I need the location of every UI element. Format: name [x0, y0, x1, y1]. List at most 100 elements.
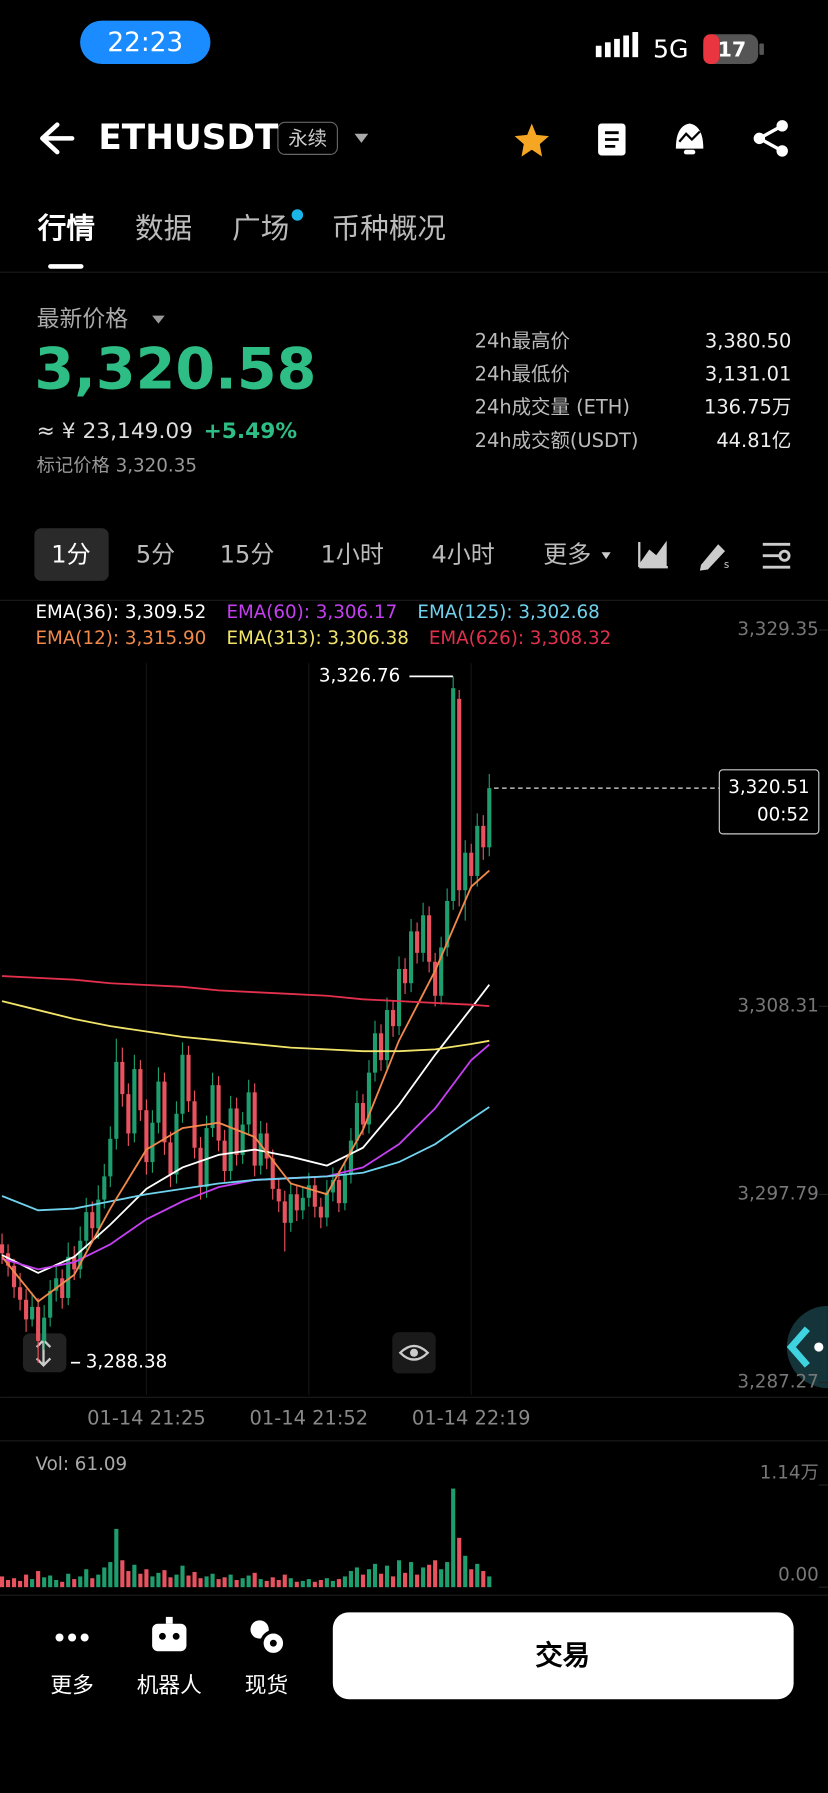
- last-price-label: 3,320.51: [728, 777, 809, 798]
- x-tick-label: 01-14 21:52: [250, 1407, 369, 1430]
- stat-label: 24h成交额(USDT): [475, 429, 639, 452]
- contract-type: 永续: [288, 127, 327, 150]
- volume-bar: [306, 1579, 311, 1588]
- candle-body: [246, 1092, 251, 1125]
- candle-body: [12, 1265, 17, 1288]
- legend-entry: EMA(36): 3,309.52: [36, 602, 207, 623]
- spot-icon[interactable]: [250, 1620, 287, 1657]
- candle-body: [144, 1110, 149, 1163]
- interval[interactable]: 1小时: [321, 541, 384, 569]
- trade-label[interactable]: 交易: [535, 1639, 590, 1671]
- volume-bar: [102, 1567, 107, 1588]
- volume-bar: [294, 1581, 299, 1588]
- tab[interactable]: 数据: [135, 211, 192, 245]
- price-dropdown[interactable]: [152, 315, 165, 324]
- fit-button[interactable]: [22, 1333, 67, 1373]
- volume-bar: [366, 1569, 372, 1588]
- candle-body: [48, 1290, 53, 1318]
- back-button[interactable]: [40, 122, 75, 155]
- volume-bar: [72, 1579, 77, 1588]
- candle-body: [36, 1306, 41, 1341]
- candle-body: [384, 1010, 390, 1061]
- volume-bar: [180, 1565, 185, 1588]
- volume-bar: [138, 1573, 143, 1588]
- candle-body: [90, 1212, 95, 1229]
- volume-bar: [360, 1574, 366, 1588]
- volume-bar: [5, 1579, 11, 1588]
- ema-line: [1, 975, 490, 1008]
- volume-bar: [12, 1578, 17, 1588]
- tab[interactable]: 行情: [37, 211, 95, 245]
- nav-label[interactable]: 更多: [50, 1674, 93, 1699]
- nav-label[interactable]: 现货: [245, 1674, 288, 1699]
- candle-body: [276, 1188, 281, 1202]
- last-price: 3,320.58: [34, 336, 316, 402]
- interval[interactable]: 4小时: [432, 541, 495, 569]
- visibility-button[interactable]: [392, 1332, 436, 1374]
- interval[interactable]: 1分: [51, 541, 90, 569]
- interval[interactable]: 5分: [136, 541, 175, 569]
- favorite-star[interactable]: [514, 123, 549, 157]
- candle-body: [42, 1317, 47, 1341]
- volume-bar: [114, 1528, 119, 1588]
- candle-body: [294, 1194, 299, 1211]
- volume-bar: [475, 1563, 480, 1588]
- candle-body: [78, 1240, 83, 1270]
- candle-body: [396, 968, 402, 1027]
- candle-body: [439, 947, 444, 996]
- candle-body: [421, 915, 426, 953]
- candle-body: [102, 1176, 107, 1200]
- candle-body: [342, 1174, 347, 1204]
- candle-body: [427, 915, 432, 962]
- tab[interactable]: 广场: [232, 211, 289, 245]
- volume-bar: [228, 1574, 233, 1588]
- network: 5G: [653, 34, 688, 63]
- more-icon[interactable]: [55, 1633, 89, 1642]
- symbol[interactable]: ETHUSDT: [98, 118, 279, 158]
- notes-icon[interactable]: [598, 123, 626, 156]
- volume-bar: [354, 1567, 360, 1588]
- draw-icon[interactable]: s: [699, 544, 729, 571]
- alert-icon[interactable]: [675, 123, 704, 155]
- indicator-icon[interactable]: [638, 540, 668, 569]
- candle-body: [487, 788, 492, 848]
- last-price-box: [718, 769, 820, 835]
- interval-active: [34, 528, 109, 581]
- countdown: 00:52: [757, 805, 810, 826]
- nav-label[interactable]: 机器人: [137, 1674, 202, 1699]
- volume-bar: [90, 1578, 95, 1588]
- candle-body: [354, 1103, 360, 1141]
- change: +5.49%: [204, 419, 298, 444]
- candle-body: [240, 1124, 245, 1155]
- volume-bar: [192, 1571, 197, 1588]
- settings-icon[interactable]: [762, 542, 791, 569]
- candle-body: [403, 968, 408, 984]
- x-tick-label: 01-14 22:19: [412, 1407, 531, 1430]
- tab[interactable]: 币种概况: [332, 211, 446, 245]
- candle-body: [288, 1194, 293, 1223]
- candle-body: [348, 1140, 353, 1175]
- volume-bar: [78, 1576, 83, 1588]
- volume-bar: [481, 1571, 486, 1588]
- volume-bar: [246, 1575, 251, 1588]
- candle-body: [282, 1201, 287, 1223]
- volume-bar: [463, 1555, 468, 1588]
- trade-button[interactable]: [332, 1612, 794, 1700]
- interval[interactable]: 更多: [543, 541, 591, 569]
- candle-body: [168, 1142, 173, 1175]
- volume-bar: [312, 1581, 317, 1588]
- volume-bar: [186, 1575, 191, 1588]
- floating-button[interactable]: [786, 1305, 828, 1389]
- volume-bar: [84, 1569, 89, 1588]
- symbol-dropdown[interactable]: [354, 133, 369, 143]
- interval[interactable]: 15分: [220, 541, 275, 569]
- candle-body: [222, 1140, 227, 1171]
- stat-value: 3,380.50: [705, 329, 792, 352]
- volume-bar: [204, 1576, 209, 1588]
- volume-bar: [415, 1574, 420, 1588]
- robot-icon[interactable]: [152, 1616, 187, 1652]
- volume-bar: [378, 1573, 384, 1588]
- share-icon[interactable]: [753, 120, 788, 157]
- mark-price: 标记价格 3,320.35: [37, 456, 197, 477]
- volume-bar: [216, 1579, 221, 1588]
